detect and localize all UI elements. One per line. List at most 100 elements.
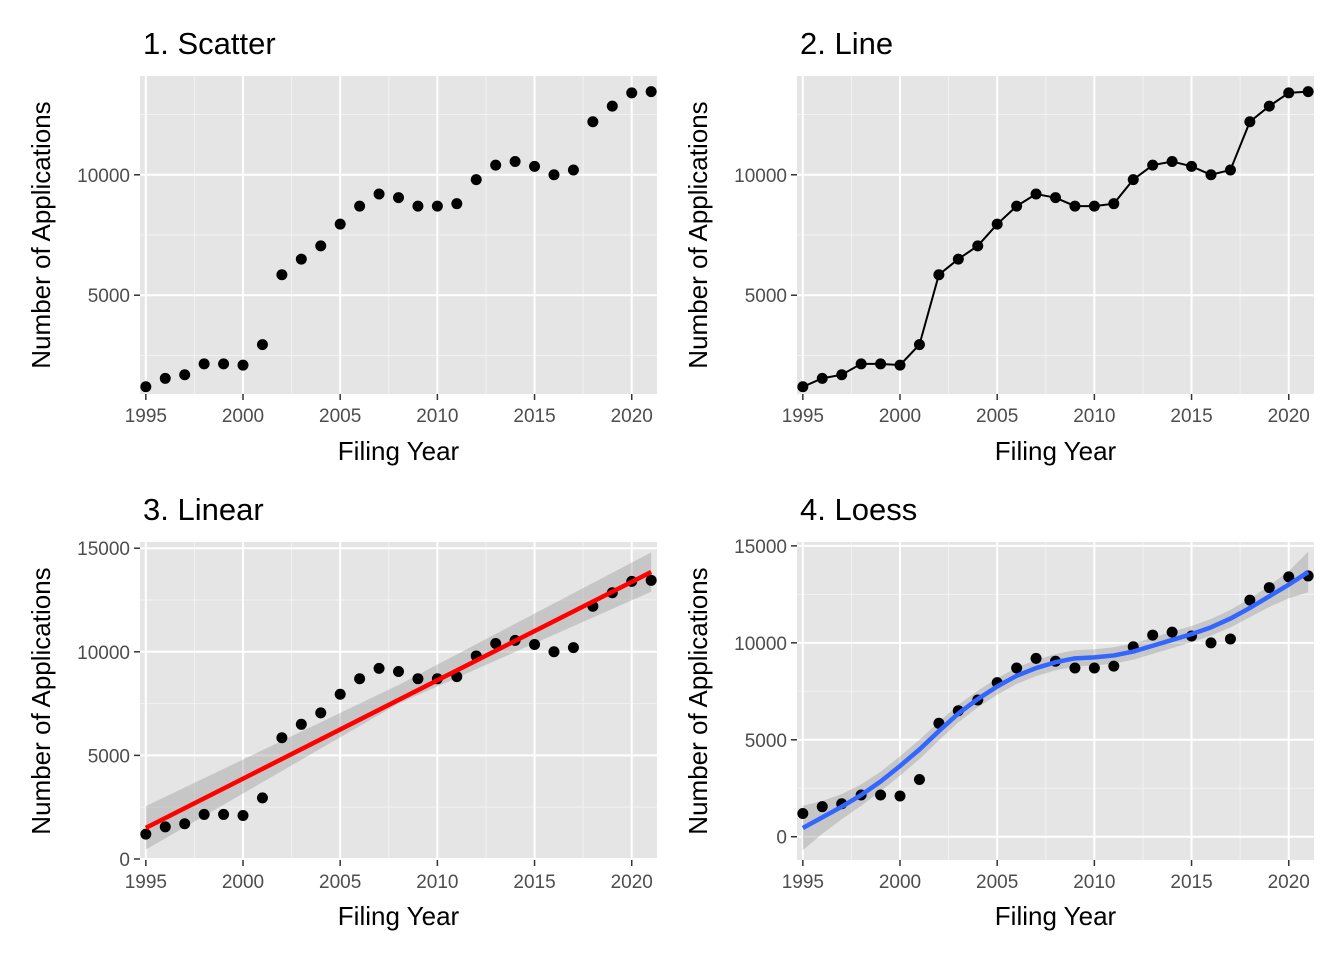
chart-title: 3. Linear: [143, 492, 264, 527]
x-tick-label: 2000: [879, 872, 921, 893]
data-point: [529, 639, 541, 651]
data-point: [1263, 100, 1275, 112]
data-point: [490, 159, 502, 171]
data-point: [1205, 637, 1217, 649]
data-point: [548, 646, 560, 658]
y-axis-title: Number of Applications: [26, 101, 56, 368]
data-point: [237, 359, 249, 371]
data-point: [1244, 594, 1256, 606]
data-point: [393, 192, 404, 204]
data-point: [490, 638, 502, 650]
data-point: [913, 774, 925, 786]
x-axis-title: Filing Year: [995, 901, 1117, 931]
data-point: [1030, 652, 1042, 664]
data-point: [1224, 633, 1236, 645]
y-tick-label: 15000: [77, 539, 130, 560]
data-point: [972, 240, 984, 252]
data-point: [354, 673, 366, 685]
y-tick-label: 5000: [88, 286, 130, 307]
fit-line: [801, 570, 1310, 830]
y-tick-label: 0: [776, 828, 787, 849]
data-point: [548, 169, 560, 181]
x-tick-label: 2005: [976, 406, 1018, 427]
data-point: [894, 359, 906, 371]
fit-line: [144, 570, 653, 830]
data-point: [276, 732, 288, 744]
x-tick-label: 2000: [222, 872, 264, 893]
x-tick-label: 1995: [125, 406, 167, 427]
data-point: [140, 381, 152, 393]
data-point: [875, 789, 887, 801]
data-point: [412, 200, 424, 212]
data-point: [140, 828, 152, 840]
data-point: [159, 821, 171, 833]
x-tick-label: 2015: [513, 872, 555, 893]
data-point: [1069, 200, 1081, 212]
data-point: [509, 156, 521, 168]
y-tick-label: 10000: [77, 166, 130, 187]
data-point: [567, 642, 579, 654]
data-point: [797, 381, 809, 393]
data-point: [933, 269, 945, 281]
data-point: [431, 200, 443, 212]
data-point: [179, 369, 191, 381]
data-point: [276, 269, 288, 281]
data-point: [1108, 660, 1120, 672]
data-point: [913, 339, 925, 351]
data-point: [179, 818, 191, 830]
x-tick-label: 2020: [1268, 406, 1310, 427]
x-tick-label: 2020: [611, 872, 653, 893]
data-point: [1108, 198, 1120, 210]
chart-title: 1. Scatter: [143, 26, 276, 61]
data-point: [315, 707, 327, 719]
data-point: [1127, 174, 1139, 186]
data-point: [256, 339, 268, 351]
data-point: [393, 665, 404, 677]
x-tick-label: 1995: [782, 872, 824, 893]
data-point: [1283, 571, 1295, 583]
x-tick-label: 2015: [513, 406, 555, 427]
data-point: [1186, 160, 1198, 172]
x-tick-label: 2000: [879, 406, 921, 427]
data-point: [198, 358, 210, 370]
data-point: [626, 87, 638, 99]
x-tick-label: 2010: [416, 872, 458, 893]
x-tick-label: 1995: [782, 406, 824, 427]
chart-panel-3: 1995 2000 2005 2010 2015 2020 0 5000 10000 15000 3…: [26, 492, 657, 931]
y-axis-title: Number of Applications: [683, 101, 713, 368]
data-point: [1283, 87, 1295, 99]
data-point: [1147, 159, 1159, 171]
x-tick-label: 2015: [1170, 406, 1212, 427]
chart-panel-2: 1995 2000 2005 2010 2015 2020 5000 10000 2. Line…: [683, 26, 1314, 466]
data-point: [295, 718, 307, 730]
chart-title: 4. Loess: [800, 492, 917, 527]
data-point: [470, 174, 482, 186]
data-point: [412, 673, 424, 685]
x-tick-label: 2010: [1073, 406, 1115, 427]
data-point: [159, 372, 171, 384]
data-point: [295, 253, 307, 265]
data-point: [991, 218, 1003, 230]
data-point: [952, 253, 964, 265]
x-tick-label: 2000: [222, 406, 264, 427]
data-point: [1263, 582, 1275, 594]
data-point: [567, 164, 579, 176]
data-point: [645, 86, 657, 98]
panel-background: [797, 542, 1314, 860]
data-point: [373, 188, 385, 200]
data-point: [1205, 169, 1217, 181]
x-tick-label: 2015: [1170, 872, 1212, 893]
x-axis-title: Filing Year: [995, 436, 1117, 466]
data-point: [875, 358, 887, 370]
x-tick-label: 2010: [416, 406, 458, 427]
data-point: [1088, 662, 1100, 674]
data-point: [218, 358, 230, 370]
data-point: [816, 801, 828, 813]
y-tick-label: 0: [119, 850, 130, 871]
chart-panel-1: 1995 2000 2005 2010 2015 2020 5000 10000 1. Scat…: [26, 26, 657, 466]
data-point: [894, 790, 906, 802]
data-point: [198, 808, 210, 820]
x-tick-label: 2020: [1268, 872, 1310, 893]
data-point: [816, 372, 828, 384]
